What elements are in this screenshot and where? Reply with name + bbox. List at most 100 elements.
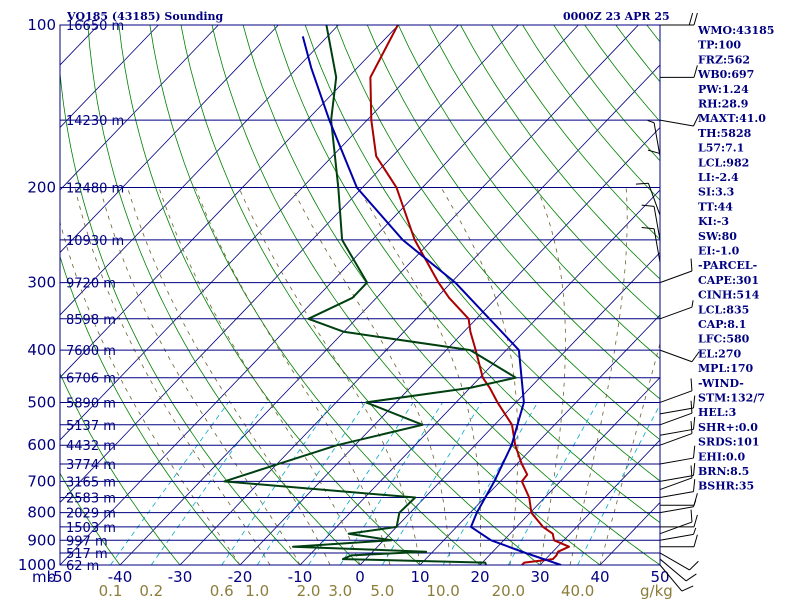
isotherm-line <box>60 25 159 129</box>
moist-adiabat-line <box>569 187 628 565</box>
wind-barb <box>660 534 698 548</box>
sounding-index-label: WB0:697 <box>697 68 754 81</box>
temperature-tick-label: 50 <box>650 568 669 586</box>
wind-barb <box>660 493 698 506</box>
height-label: 14230 m <box>66 114 124 129</box>
sounding-index-label: CAP:8.1 <box>698 318 746 331</box>
temperature-tick-label: -20 <box>228 568 253 586</box>
sounding-index-label: EL:270 <box>698 347 741 360</box>
isotherm-line <box>239 126 660 565</box>
sounding-index-label: BRN:8.5 <box>698 465 749 478</box>
mixing-ratio-tick-label: 1.0 <box>245 582 269 600</box>
temperature-tick-label: 0 <box>355 568 365 586</box>
sounding-index-label: SW:80 <box>698 230 737 243</box>
sounding-index-label: KI:-3 <box>698 215 729 228</box>
wind-barb <box>659 527 697 541</box>
sounding-index-label: LCL:982 <box>698 156 749 169</box>
temperature-tick-label: -40 <box>108 568 133 586</box>
temperature-tick-label: -30 <box>168 568 193 586</box>
sounding-index-label: EI:-1.0 <box>698 245 740 258</box>
wind-barb <box>659 479 696 499</box>
isotherm-line <box>60 25 339 316</box>
height-label: 1503 m <box>66 521 116 536</box>
isotherm-line <box>299 189 660 565</box>
wind-barb <box>659 114 700 127</box>
mixing-ratio-tick-label: 40.0 <box>561 582 594 600</box>
isotherm-line <box>179 64 660 565</box>
parcel-profile-line <box>301 36 562 565</box>
isotherm-line <box>60 25 579 565</box>
mixing-ratio-tick-label: 0.6 <box>210 582 234 600</box>
mixing-ratio-tick-label: 0.1 <box>99 582 123 600</box>
isotherm-line <box>60 25 219 191</box>
pressure-axis-labels: 100 200 300 400 500 600 700 800 900 1000 <box>18 16 56 574</box>
sounding-profiles <box>223 25 570 565</box>
mixing-ratio-line <box>381 402 482 565</box>
temperature-tick-label: -10 <box>288 568 313 586</box>
pressure-tick-label: 300 <box>27 274 56 292</box>
sounding-index-label: -PARCEL- <box>698 259 757 272</box>
pressure-tick-label: 1000 <box>18 556 56 574</box>
sounding-index-label: LFC:580 <box>698 333 750 346</box>
sounding-index-label: HEL:3 <box>698 406 736 419</box>
chart-title: VQ185 (43185) Sounding <box>66 10 224 23</box>
sounding-index-label: CINH:514 <box>698 289 760 302</box>
sounding-index-label: EHI:0.0 <box>698 450 745 463</box>
sounding-index-label: CAPE:301 <box>698 274 759 287</box>
pressure-tick-label: 900 <box>27 531 56 549</box>
wind-barb <box>659 558 697 582</box>
isotherm-line <box>119 25 639 565</box>
mixing-ratio-tick-label: 2.0 <box>297 582 321 600</box>
moist-adiabat-line <box>99 187 301 565</box>
height-label: 62 m <box>66 559 99 574</box>
height-label: 5137 m <box>66 419 116 434</box>
wind-barbs <box>635 12 700 592</box>
height-label: 517 m <box>66 547 108 562</box>
height-label: 3774 m <box>66 458 116 473</box>
sounding-index-label: LI:-2.4 <box>698 171 739 184</box>
mixing-ratio-line <box>442 402 539 565</box>
wind-barb <box>635 182 661 216</box>
sounding-index-label: SI:3.3 <box>698 186 734 199</box>
temperature-tick-label: 20 <box>470 568 489 586</box>
wind-barb <box>659 564 694 592</box>
wind-barb <box>659 258 693 284</box>
mixing-ratio-tick-label: 3.0 <box>328 582 352 600</box>
height-label: 8598 m <box>66 313 116 328</box>
wind-barb <box>660 65 698 78</box>
height-label: 997 m <box>66 534 108 549</box>
height-label: 16650 m <box>66 19 124 34</box>
sounding-index-label: L57:7.1 <box>698 142 744 155</box>
pressure-tick-label: 200 <box>27 179 56 197</box>
sounding-index-label: FRZ:562 <box>698 53 750 66</box>
wind-barb <box>659 462 696 482</box>
pressure-tick-label: 600 <box>27 436 56 454</box>
temperature-axis-labels: -50 -40 -30 -20 -10 0 10 20 30 40 50 <box>48 568 670 586</box>
sounding-index-label: TH:5828 <box>698 127 752 140</box>
temperature-tick-label: 10 <box>410 568 429 586</box>
sounding-index-label: STM:132/7 <box>698 392 765 405</box>
wind-barb <box>659 400 693 426</box>
height-label: 10930 m <box>66 234 124 249</box>
sounding-index-label: LCL:835 <box>698 303 749 316</box>
wind-barb <box>647 119 661 157</box>
mixing-ratio-unit-label: g/kg <box>640 582 673 600</box>
isotherm-line <box>539 439 660 565</box>
temperature-tick-label: -50 <box>48 568 73 586</box>
height-label: 5890 m <box>66 396 116 411</box>
sounding-index-label: SHR+:0.0 <box>698 421 758 434</box>
isotherm-line <box>60 25 279 254</box>
height-label: 3165 m <box>66 475 116 490</box>
isotherm-line <box>359 251 660 565</box>
pressure-tick-label: 800 <box>27 504 56 522</box>
pressure-tick-label: 100 <box>27 16 56 34</box>
wind-barb <box>659 416 696 436</box>
height-label: 6706 m <box>66 372 116 387</box>
wind-barb <box>659 395 696 415</box>
pressure-unit-label: mb <box>32 568 56 586</box>
wind-barb <box>659 300 694 320</box>
pressure-tick-label: 700 <box>27 472 56 490</box>
